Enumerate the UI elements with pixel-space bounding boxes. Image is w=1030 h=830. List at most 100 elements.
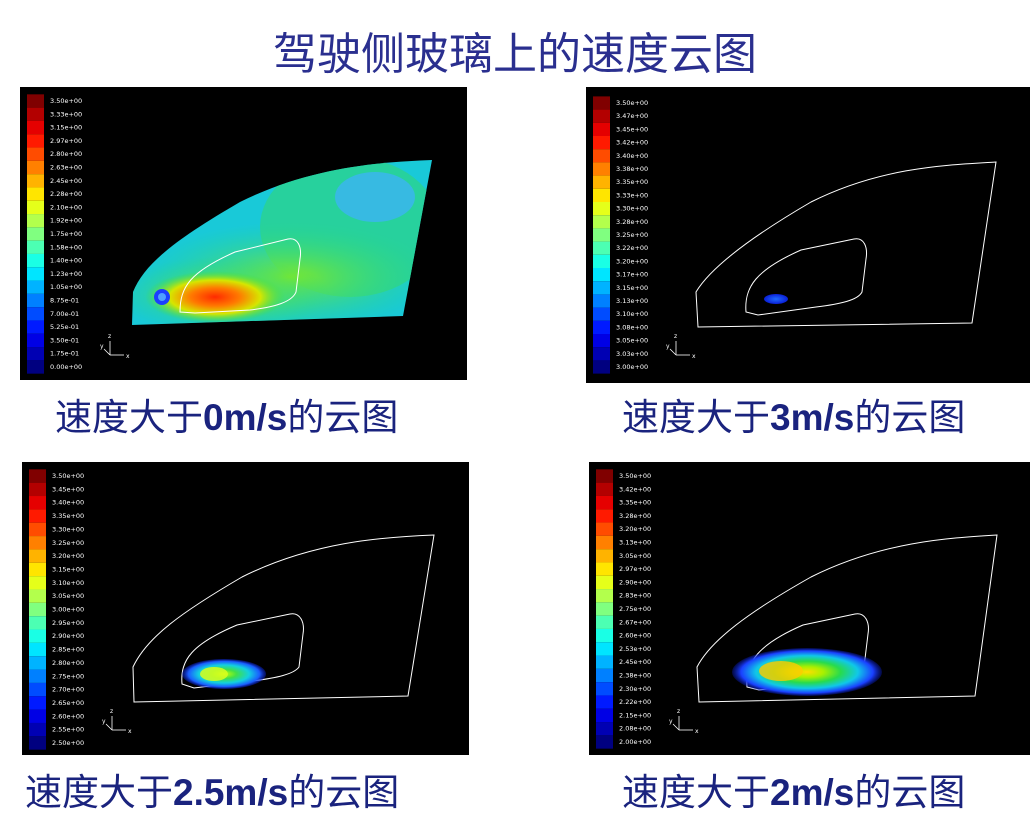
window-outline <box>181 613 304 689</box>
colorbar-swatch <box>29 576 46 590</box>
colorbar-tick-label: 2.75e+00 <box>619 605 651 613</box>
colorbar-tick-label: 3.45e+00 <box>616 125 648 133</box>
colorbar-3: 3.50e+00 3.42e+00 3.35e+00 3.28e+00 3.20e+00… <box>596 469 651 749</box>
colorbar-swatch <box>27 320 44 334</box>
contour-plot-1: 3.50e+00 3.47e+00 3.45e+00 3.42e+00 3.40e+00… <box>593 96 997 374</box>
colorbar-tick-label: 2.45e+00 <box>619 658 651 666</box>
colorbar-swatch <box>593 228 610 242</box>
colorbar-swatch <box>29 696 46 710</box>
axis-triad-label: z <box>110 708 113 715</box>
colorbar-swatch <box>29 722 46 737</box>
colorbar-swatch <box>27 267 44 281</box>
colorbar-tick-label: 3.05e+00 <box>52 592 84 600</box>
colorbar-tick-label: 2.28e+00 <box>50 190 82 198</box>
colorbar-tick-label: 3.20e+00 <box>616 257 648 265</box>
colorbar-tick-label: 3.15e+00 <box>52 565 84 573</box>
colorbar-swatch <box>27 253 44 268</box>
axis-triad: z x y <box>669 708 699 735</box>
colorbar-tick-label: 3.30e+00 <box>52 525 84 533</box>
colorbar-swatch <box>27 134 44 148</box>
glass-outline <box>695 161 997 328</box>
colorbar-swatch <box>27 147 44 161</box>
colorbar-swatch <box>27 307 44 321</box>
window-outline <box>745 238 867 316</box>
colorbar-tick-label: 3.35e+00 <box>619 499 651 507</box>
colorbar-tick-label: 2.97e+00 <box>50 137 82 145</box>
axis-triad-line <box>105 723 113 731</box>
colorbar-tick-label: 1.40e+00 <box>50 257 82 265</box>
colorbar-swatch <box>29 642 46 657</box>
colorbar-tick-label: 2.90e+00 <box>52 632 84 640</box>
colorbar-swatch <box>596 682 613 696</box>
contour-plot-3: 3.50e+00 3.42e+00 3.35e+00 3.28e+00 3.20e+00… <box>596 469 998 749</box>
colorbar-tick-label: 3.10e+00 <box>616 310 648 318</box>
colorbar-tick-label: 2.30e+00 <box>619 685 651 693</box>
colorbar-swatch <box>27 174 44 188</box>
colorbar-tick-label: 2.15e+00 <box>619 711 651 719</box>
colorbar-tick-label: 2.85e+00 <box>52 646 84 654</box>
colorbar-2: 3.50e+00 3.45e+00 3.40e+00 3.35e+00 3.30e+00… <box>29 469 84 750</box>
colorbar-tick-label: 2.80e+00 <box>50 150 82 158</box>
colorbar-swatch <box>596 602 613 616</box>
axis-triad-line <box>672 723 680 731</box>
colorbar-tick-label: 2.53e+00 <box>619 645 651 653</box>
colorbar-swatch <box>29 482 46 497</box>
colorbar-swatch <box>29 469 46 483</box>
colorbar-swatch <box>593 241 610 255</box>
colorbar-tick-label: 3.40e+00 <box>616 152 648 160</box>
colorbar-swatch <box>596 562 613 576</box>
colorbar-tick-label: 3.50e+00 <box>619 472 651 480</box>
colorbar-tick-label: 3.20e+00 <box>52 552 84 560</box>
colorbar-swatch <box>29 549 46 563</box>
colorbar-tick-label: 3.50e-01 <box>50 336 79 344</box>
colorbar-tick-label: 2.60e+00 <box>52 712 84 720</box>
caption-3: 速度大于2m/s的云图 <box>622 771 966 814</box>
colorbar-tick-label: 3.33e+00 <box>50 110 82 118</box>
colorbar-swatch <box>29 536 46 550</box>
colorbar-tick-label: 3.17e+00 <box>616 271 648 279</box>
colorbar-swatch <box>596 589 613 603</box>
colorbar-swatch <box>27 107 44 121</box>
colorbar-swatch <box>593 149 610 163</box>
colorbar-swatch <box>596 509 613 523</box>
colorbar-swatch <box>29 602 46 617</box>
colorbar-swatch <box>593 188 610 202</box>
colorbar-swatch <box>593 109 610 123</box>
colorbar-swatch <box>27 280 44 294</box>
colorbar-tick-label: 3.42e+00 <box>616 139 648 147</box>
axis-triad-label: z <box>674 333 677 340</box>
caption-0: 速度大于0m/s的云图 <box>55 396 399 439</box>
colorbar-swatch <box>29 682 46 697</box>
colorbar-swatch <box>593 254 610 268</box>
caption-2: 速度大于2.5m/s的云图 <box>25 771 400 814</box>
axis-triad-label: x <box>695 728 699 735</box>
colorbar-swatch <box>593 215 610 229</box>
colorbar-swatch <box>27 214 44 228</box>
colorbar-swatch <box>596 535 613 550</box>
colorbar-swatch <box>596 655 613 669</box>
colorbar-tick-label: 3.05e+00 <box>616 337 648 345</box>
colorbar-tick-label: 3.10e+00 <box>52 579 84 587</box>
axis-triad-label: x <box>692 353 696 360</box>
colorbar-tick-label: 2.83e+00 <box>619 592 651 600</box>
colorbar-swatch <box>29 496 46 510</box>
colorbar-swatch <box>593 175 610 189</box>
colorbar-tick-label: 3.35e+00 <box>52 512 84 520</box>
colorbar-tick-label: 3.20e+00 <box>619 525 651 533</box>
colorbar-swatch <box>596 735 613 749</box>
colorbar-tick-label: 5.25e-01 <box>50 323 79 331</box>
velocity-field <box>764 294 788 304</box>
colorbar-swatch <box>593 360 610 374</box>
colorbar-tick-label: 3.00e+00 <box>52 606 84 614</box>
colorbar-tick-label: 2.75e+00 <box>52 672 84 680</box>
colorbar-swatch <box>29 522 46 537</box>
colorbar-tick-label: 3.00e+00 <box>616 363 648 371</box>
colorbar-tick-label: 3.42e+00 <box>619 485 651 493</box>
colorbar-tick-label: 3.25e+00 <box>52 539 84 547</box>
colorbar-swatch <box>27 200 44 215</box>
colorbar-swatch <box>29 629 46 643</box>
axis-triad-label: y <box>100 343 104 350</box>
colorbar-swatch <box>593 96 610 110</box>
colorbar-swatch <box>596 695 613 709</box>
colorbar-swatch <box>27 360 44 374</box>
